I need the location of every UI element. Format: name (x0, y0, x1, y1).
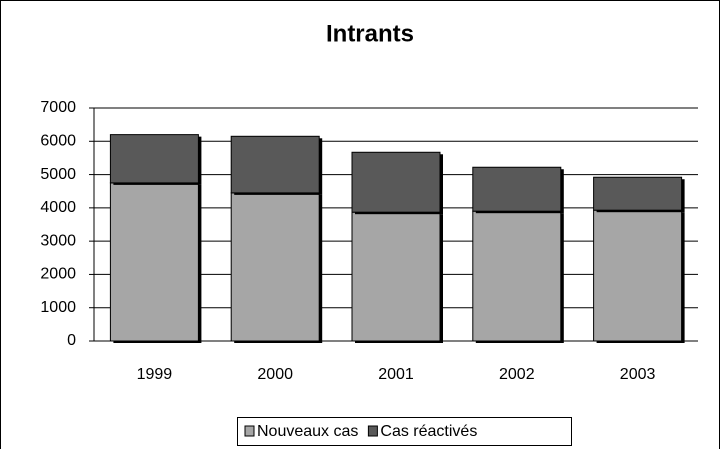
bar (593, 209, 683, 342)
x-tick-label: 2001 (378, 366, 414, 383)
y-tick-label: 7000 (40, 99, 76, 116)
y-tick-label: 1000 (40, 299, 76, 316)
bar (472, 166, 562, 212)
y-tick-label: 6000 (40, 133, 76, 150)
bar (109, 182, 199, 342)
bar (230, 192, 320, 342)
bar (472, 210, 562, 342)
x-tick-label: 2003 (620, 366, 656, 383)
bar (593, 176, 683, 211)
legend-label: Cas réactivés (380, 423, 477, 440)
bar (351, 151, 441, 213)
legend-label: Nouveaux cas (257, 423, 358, 440)
legend-swatch (367, 425, 378, 437)
bar (351, 211, 441, 342)
legend-swatch (244, 425, 255, 437)
chart-title: Intrants (326, 20, 414, 47)
y-tick-label: 5000 (40, 166, 76, 183)
legend-box (237, 417, 572, 446)
x-tick-label: 1999 (137, 366, 173, 383)
bar (230, 135, 320, 194)
x-tick-label: 2000 (257, 366, 293, 383)
x-tick-label: 2002 (499, 366, 535, 383)
y-tick-label: 3000 (40, 232, 76, 249)
y-tick-label: 4000 (40, 199, 76, 216)
bar (109, 134, 199, 184)
y-tick-label: 2000 (40, 266, 76, 283)
y-tick-label: 0 (67, 332, 76, 349)
